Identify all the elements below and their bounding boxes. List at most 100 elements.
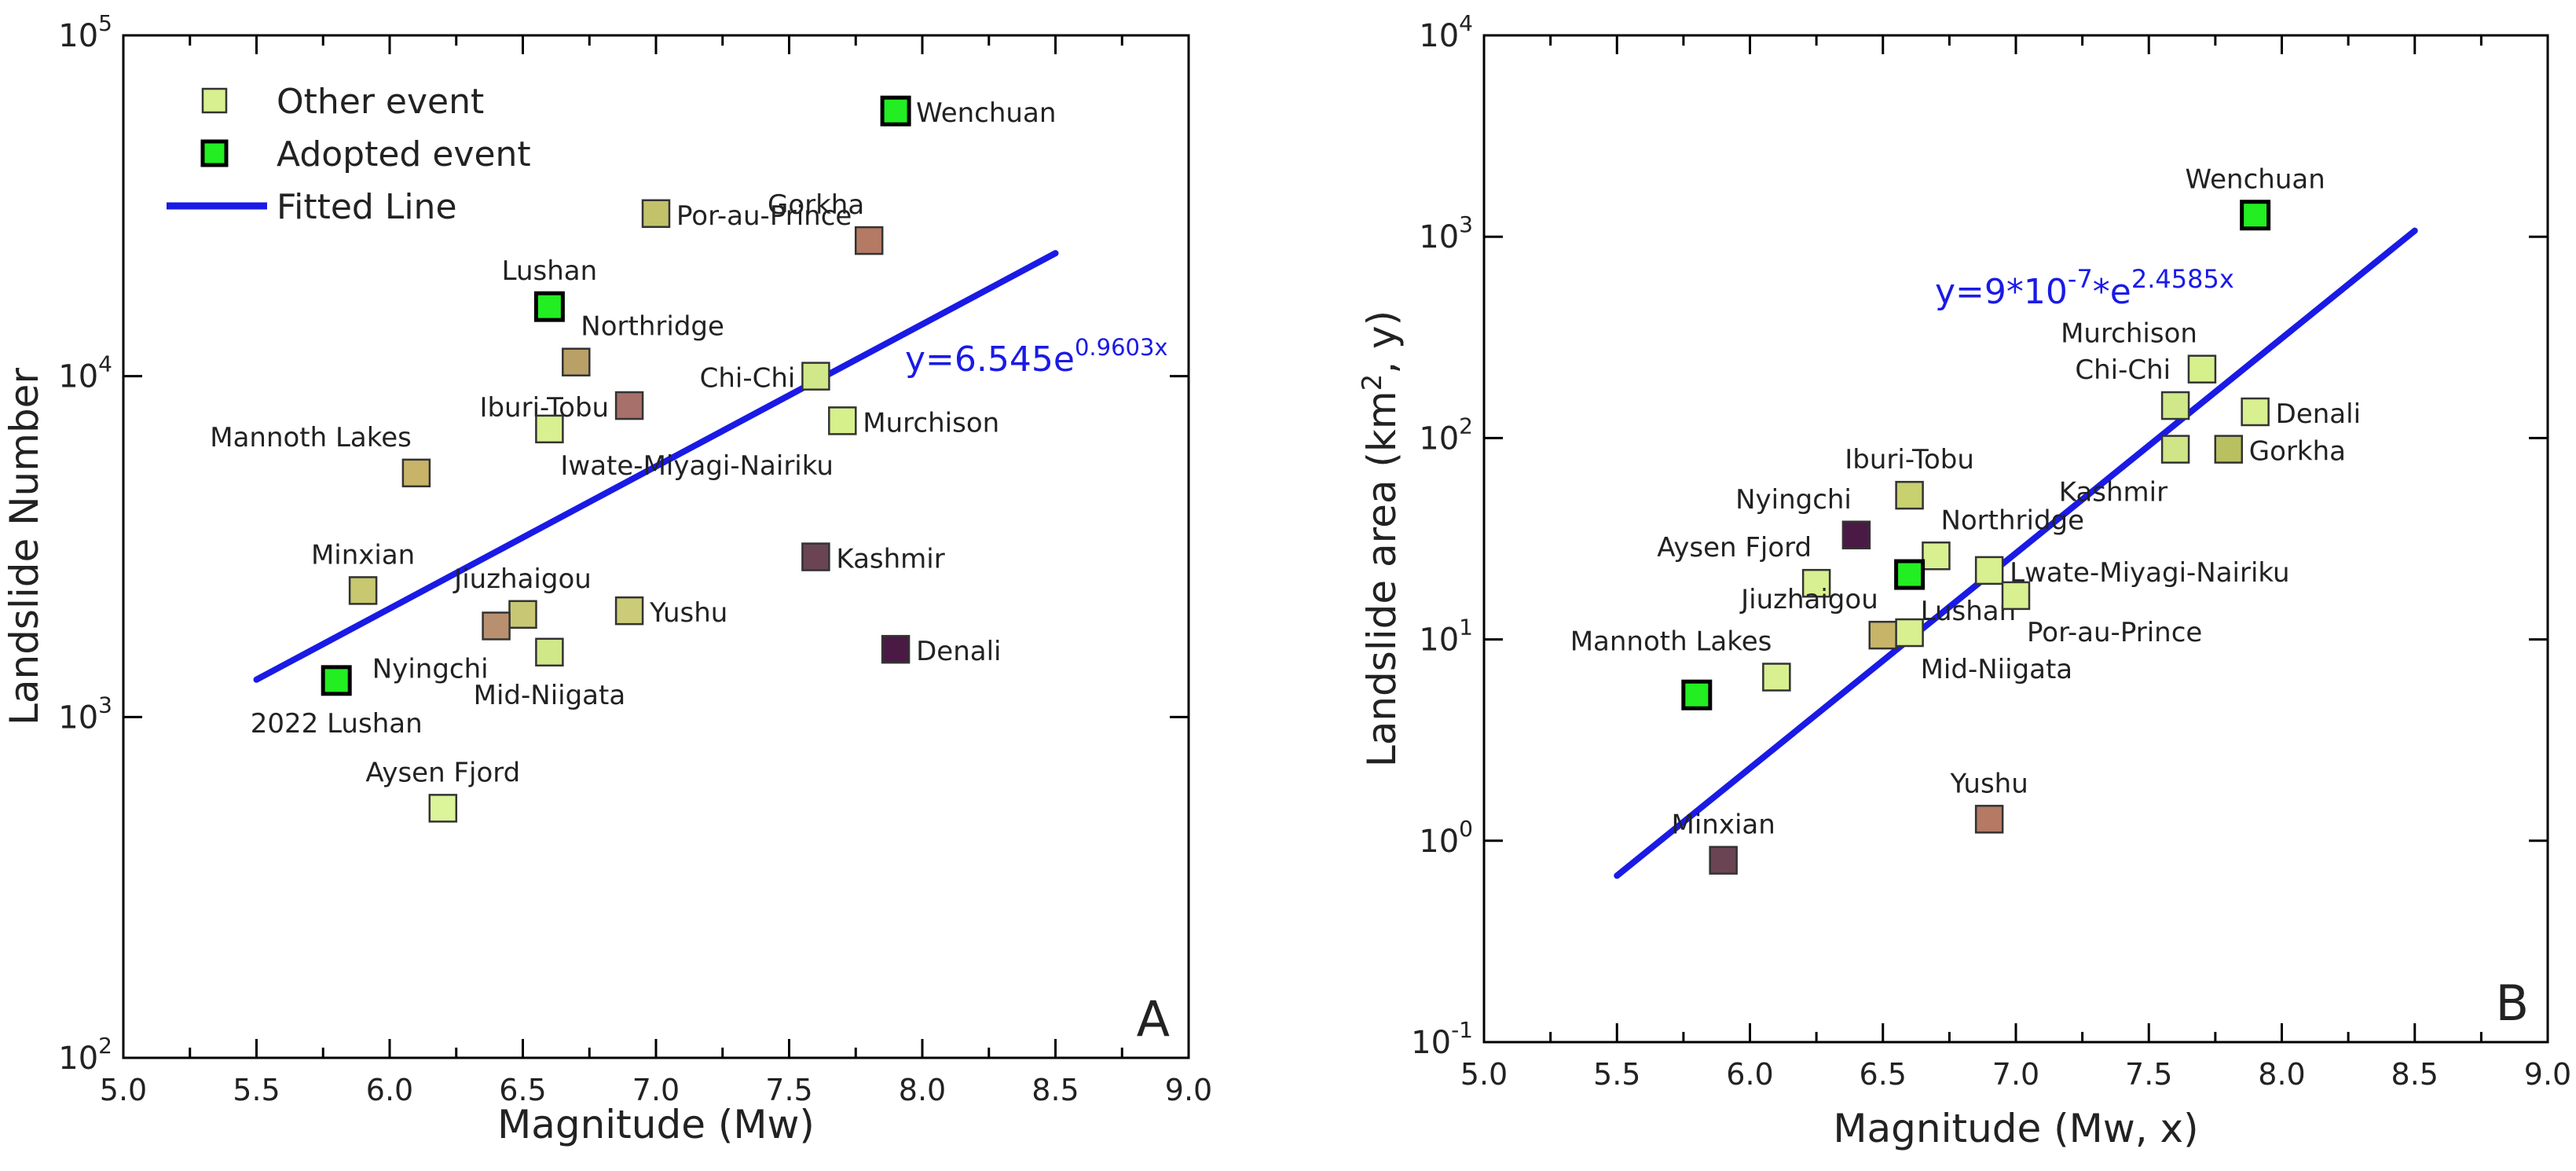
point-mannoth-lakes: [1762, 663, 1791, 692]
x-tick-label: 8.0: [899, 1073, 946, 1107]
point-label-minxian: Minxian: [311, 539, 415, 571]
x-tick-label: 7.0: [632, 1073, 680, 1107]
point-label-jiuzhaigou: Jiuzhaigou: [1739, 584, 1878, 615]
point-kashmir: [2160, 435, 2190, 464]
y-tick-label: 104: [1419, 10, 1473, 54]
x-tick-label: 6.0: [366, 1073, 413, 1107]
x-tick-label: 6.5: [1860, 1057, 1907, 1092]
x-tick-label: 7.5: [2125, 1057, 2172, 1092]
point-label-chi-chi: Chi-Chi: [700, 363, 796, 395]
point-label-iburi-tobu: Iburi-Tobu: [1845, 444, 1974, 475]
point-label-wenchuan: Wenchuan: [916, 97, 1056, 129]
point-northridge: [562, 347, 591, 376]
point-2022-lushan: [1681, 679, 1713, 710]
legend-adopted-swatch: [200, 139, 229, 167]
point-label-nyingchi: Nyingchi: [372, 653, 489, 685]
point-label-denali: Denali: [916, 636, 1001, 667]
point-label-denali: Denali: [2276, 398, 2361, 430]
y-tick-label: 102: [1419, 413, 1473, 457]
point-chi-chi: [801, 362, 830, 391]
legend-label-fitted-line: Fitted Line: [277, 187, 457, 227]
x-tick-label: 5.5: [1593, 1057, 1640, 1092]
x-tick-label: 9.0: [2524, 1057, 2571, 1092]
point-yushu: [614, 596, 644, 626]
panel-a-chart: 5.0 5.5 6.0 6.5 7.0 7.5 8.0 8.5 9.0 102 103 104 105 M…: [2, 10, 1212, 1147]
point-gorkha: [854, 226, 884, 255]
point-label-mannoth-lakes: Mannoth Lakes: [1570, 626, 1772, 658]
point-2022-lushan: [321, 665, 352, 696]
point-iwate-miyagi-nairiku: [535, 414, 564, 444]
y-tick-label: 105: [58, 10, 112, 54]
y-tick-label: 103: [58, 692, 112, 736]
point-lushan: [533, 291, 565, 322]
x-tick-label: 7.0: [1992, 1057, 2039, 1092]
x-tick-label: 6.5: [499, 1073, 546, 1107]
point-mid-niigata: [1895, 618, 1924, 648]
y-tick-label: 100: [1419, 816, 1473, 860]
point-aysen-fjord: [1801, 568, 1831, 598]
fitted-line-b: [1614, 227, 2418, 879]
point-por-au-prince: [641, 199, 671, 229]
point-kashmir: [801, 542, 830, 571]
point-gorkha: [2214, 435, 2244, 464]
point-wenchuan: [2240, 200, 2271, 231]
point-label-minxian: Minxian: [1672, 809, 1775, 841]
point-por-au-prince: [2001, 581, 2031, 611]
point-label-mannoth-lakes: Mannoth Lakes: [210, 422, 412, 453]
point-lwate-miyagi-nairiku: [1974, 556, 2004, 586]
point-label-yushu: Yushu: [649, 597, 727, 629]
point-label-nyingchi: Nyingchi: [1735, 484, 1852, 516]
x-tick-label: 6.0: [1726, 1057, 1773, 1092]
fitted-line-a: [253, 250, 1059, 683]
point-label-por-au-prince: Por-au-Prince: [2027, 617, 2202, 648]
point-minxian: [348, 576, 378, 605]
point-murchison: [2187, 354, 2217, 384]
point-label-mid-niigata: Mid-Niigata: [1921, 654, 2073, 685]
point-northridge: [1922, 541, 1951, 571]
legend-label-adopted-event: Adopted event: [277, 134, 531, 174]
point-label-kashmir: Kashmir: [836, 544, 944, 575]
x-tick-label: 8.0: [2258, 1057, 2305, 1092]
point-mannoth-lakes: [401, 458, 431, 488]
x-tick-label: 5.0: [100, 1073, 147, 1107]
point-label-murchison: Murchison: [2061, 318, 2197, 350]
point-label-iwate-miyagi-nairiku: Iwate-Miyagi-Nairiku: [560, 450, 834, 482]
point-label-yushu: Yushu: [1950, 768, 2028, 799]
fit-equation-b: y=9*10-7*e2.4585x: [1935, 264, 2234, 312]
point-nyingchi: [1841, 520, 1871, 550]
point-yushu: [1974, 805, 2004, 834]
point-label-lushan: Lushan: [1921, 596, 2017, 627]
y-tick-label: 101: [1419, 615, 1473, 659]
point-jiuzhaigou: [508, 600, 537, 630]
point-label-jiuzhaigou: Jiuzhaigou: [453, 563, 592, 595]
point-label-chi-chi: Chi-Chi: [2075, 354, 2171, 386]
point-mid-niigata: [535, 637, 564, 667]
x-axis-title: Magnitude (Mw, x): [1833, 1106, 2198, 1151]
point-label-mid-niigata: Mid-Niigata: [474, 680, 626, 711]
x-axis-title: Magnitude (Mw): [497, 1102, 815, 1147]
legend-label-other-event: Other event: [277, 82, 484, 122]
panel-b-chart: 5.0 5.5 6.0 6.5 7.0 7.5 8.0 8.5 9.0 10-1 100 101 102…: [1357, 10, 2571, 1151]
y-tick-label: 10-1: [1411, 1017, 1473, 1061]
panel-label-b: B: [2495, 975, 2529, 1032]
y-tick-label: 104: [58, 351, 112, 395]
point-nyingchi: [482, 611, 511, 641]
x-tick-label: 8.5: [1031, 1073, 1079, 1107]
point-label-por-au-prince: Por-au-Prince: [676, 200, 852, 232]
point-label-gorkha: Gorkha: [768, 189, 864, 221]
point-denali: [2241, 397, 2270, 427]
point-aysen-fjord: [428, 794, 458, 823]
point-label-murchison: Murchison: [863, 407, 999, 439]
point-label-aysen-fjord: Aysen Fjord: [1657, 532, 1812, 563]
point-chi-chi: [2160, 391, 2190, 420]
point-iburi-tobu: [614, 391, 644, 420]
y-axis-title: Landslide area (km2, y): [1357, 310, 1405, 767]
point-jiuzhaigou: [1868, 620, 1897, 650]
x-tick-label: 7.5: [765, 1073, 812, 1107]
x-tick-label: 5.5: [233, 1073, 280, 1107]
y-tick-label: 102: [58, 1033, 112, 1077]
legend: Other event Adopted event Fitted Line: [167, 82, 531, 227]
point-wenchuan: [880, 95, 911, 127]
point-label-gorkha: Gorkha: [2249, 436, 2346, 468]
